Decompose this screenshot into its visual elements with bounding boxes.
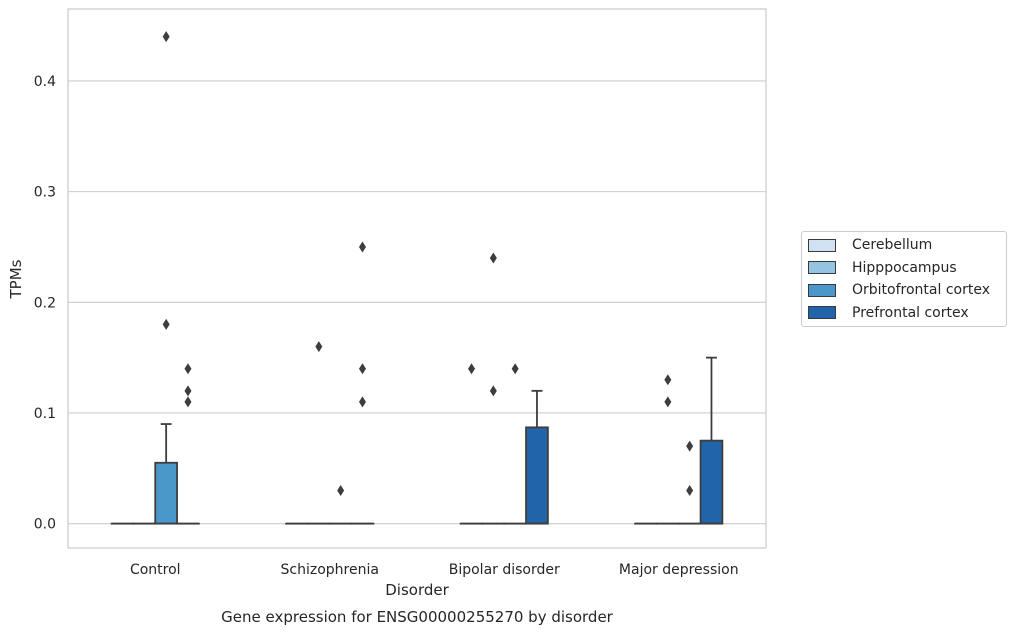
box-orbitofrontal-cortex — [677, 440, 702, 525]
outlier-point — [664, 396, 672, 408]
legend-label: Prefrontal cortex — [852, 304, 969, 321]
box-prefrontal-cortex — [176, 363, 200, 525]
x-tick-label: Major depression — [619, 562, 739, 578]
legend-item: Hipppocampus — [808, 258, 957, 278]
legend-swatch — [808, 238, 836, 252]
legend-label: Hipppocampus — [852, 259, 957, 276]
y-tick-labels: 0.0 0.1 0.2 0.3 0.4 — [34, 74, 56, 533]
legend-item: Orbitofrontal cortex — [808, 280, 990, 300]
outlier-point — [468, 363, 476, 375]
box-orbitofrontal-cortex — [328, 484, 353, 525]
outlier-point — [511, 363, 519, 375]
legend-item: Cerebellum — [808, 235, 932, 255]
outlier-point — [358, 241, 366, 253]
box-hipppocampus — [307, 341, 331, 525]
outlier-point — [686, 484, 694, 496]
grid-lines — [68, 80, 766, 525]
y-axis-label: TPMs — [7, 259, 25, 299]
box-hipppocampus — [656, 374, 680, 525]
x-tick-labels: Control Schizophrenia Bipolar disorder Majo… — [130, 562, 739, 578]
legend-swatch — [808, 261, 836, 274]
x-tick-label: Schizophrenia — [281, 562, 379, 578]
y-tick-label: 0.3 — [34, 185, 56, 201]
legend-label: Cerebellum — [852, 237, 933, 253]
outlier-point — [358, 363, 366, 375]
box-prefrontal-cortex — [525, 389, 549, 525]
y-tick-label: 0.4 — [34, 74, 56, 90]
y-tick-label: 0.1 — [34, 406, 56, 422]
outlier-point — [162, 318, 170, 330]
x-tick-label: Control — [130, 562, 181, 578]
legend-label: Orbitofrontal cortex — [852, 282, 990, 298]
outlier-point — [358, 396, 366, 408]
outlier-point — [162, 31, 170, 43]
legend-swatch — [808, 283, 836, 297]
y-tick-label: 0.2 — [34, 295, 56, 311]
box-groups — [110, 31, 724, 525]
box-iqr — [525, 426, 549, 525]
box-orbitofrontal-cortex — [503, 363, 527, 525]
legend-item: Prefrontal cortex — [808, 303, 969, 323]
outlier-point — [184, 396, 192, 408]
legend-swatch — [808, 306, 836, 319]
outlier-point — [489, 252, 497, 264]
outlier-point — [337, 484, 345, 496]
y-tick-label: 0.0 — [34, 517, 56, 533]
outlier-point — [315, 341, 323, 353]
x-axis-label: Disorder — [385, 581, 449, 599]
outlier-point — [489, 385, 497, 397]
box-iqr — [154, 461, 178, 525]
box-prefrontal-cortex — [350, 241, 375, 525]
legend: Cerebellum Hipppocampus Orbitofrontal cort… — [801, 231, 1007, 327]
outlier-point — [184, 363, 192, 375]
outlier-point — [664, 374, 672, 386]
box-hipppocampus — [481, 252, 506, 525]
plot-frame — [67, 8, 767, 549]
box-cerebellum — [459, 363, 484, 525]
outlier-point — [686, 440, 694, 452]
chart-title: Gene expression for ENSG00000255270 by d… — [221, 608, 614, 626]
box-orbitofrontal-cortex — [154, 31, 178, 525]
outlier-point — [184, 385, 192, 397]
box-prefrontal-cortex — [699, 356, 724, 525]
box-iqr — [699, 439, 724, 525]
x-tick-label: Bipolar disorder — [449, 562, 560, 578]
